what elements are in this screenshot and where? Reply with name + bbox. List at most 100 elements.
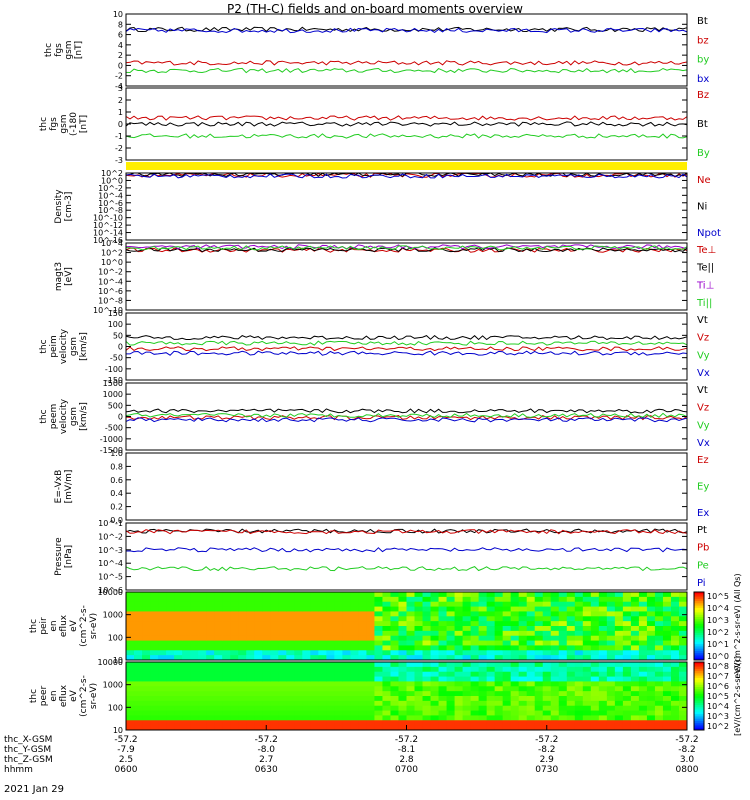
- spectrogram-cell: [470, 696, 480, 702]
- y-tick-label: 1000: [103, 390, 123, 399]
- spectrogram-cell: [326, 715, 335, 721]
- spectrogram-cell: [494, 655, 504, 661]
- spectrogram-cell: [606, 662, 616, 668]
- spectrogram-cell: [318, 650, 327, 656]
- spectrogram-cell: [446, 700, 456, 707]
- y-axis-label: [nT]: [74, 41, 84, 59]
- legend-pe: Pe: [697, 560, 709, 571]
- legend-bt: Bt: [697, 119, 708, 130]
- spectrogram-cell: [126, 676, 135, 682]
- spectrogram-cell: [334, 630, 343, 637]
- spectrogram-cell: [590, 671, 600, 678]
- spectrogram-cell: [398, 691, 407, 697]
- y-tick-label: 0: [118, 61, 123, 70]
- spectrogram-cell: [294, 650, 303, 656]
- colorbar-cell: [694, 603, 704, 607]
- series-line-Vx: [126, 350, 688, 356]
- spectrogram-cell: [598, 592, 608, 598]
- spectrogram-cell: [222, 662, 231, 668]
- spectrogram-cell: [342, 630, 351, 637]
- spectrogram-cell: [366, 630, 375, 637]
- spectrogram-cell: [222, 671, 231, 678]
- spectrogram-cell: [670, 621, 680, 627]
- spectrogram-cell: [502, 616, 512, 622]
- colorbar-tick-label: 10^4: [707, 604, 729, 613]
- spectrogram-cell: [126, 696, 135, 702]
- spectrogram-cell: [582, 662, 592, 668]
- spectrogram-cell: [638, 715, 648, 721]
- spectrogram-cell: [222, 596, 231, 603]
- y-axis-label: eflux: [59, 684, 69, 707]
- spectrogram-cell: [150, 630, 159, 637]
- y-tick-label: 50: [113, 331, 123, 340]
- spectrogram-cell: [494, 720, 504, 726]
- legend-vt: Vt: [697, 385, 708, 396]
- spectrogram-cell: [422, 626, 432, 632]
- spectrogram-cell: [438, 630, 448, 637]
- y-axis-label: thc: [44, 43, 54, 57]
- spectrogram-cell: [430, 655, 440, 661]
- y-tick-label: 0.4: [110, 489, 123, 498]
- spectrogram-cell: [558, 650, 568, 656]
- spectrogram-cell: [382, 592, 391, 598]
- spectrogram-cell: [174, 616, 183, 622]
- spectrogram-cell: [606, 696, 616, 702]
- spectrogram-cell: [302, 662, 311, 668]
- spectrogram-cell: [302, 696, 311, 702]
- spectrogram-cell: [454, 601, 464, 608]
- spectrogram-cell: [230, 671, 239, 678]
- spectrogram-cell: [422, 671, 432, 678]
- spectrogram-cell: [174, 715, 183, 721]
- spectrogram-cell: [190, 626, 199, 632]
- spectrogram-cell: [278, 666, 287, 673]
- colorbar-cell: [694, 671, 704, 674]
- spectrogram-cell: [358, 596, 367, 603]
- y-tick-label: -2: [115, 144, 123, 153]
- spectrogram-cell: [198, 676, 207, 682]
- spectrogram-cell: [206, 691, 215, 697]
- spectrogram-cell: [222, 630, 231, 637]
- spectrogram-cell: [278, 715, 287, 721]
- spectrogram-cell: [678, 606, 688, 612]
- spectrogram-cell: [662, 662, 672, 668]
- spectrogram-cell: [190, 671, 199, 678]
- spectrogram-cell: [478, 671, 488, 678]
- spectrogram-cell: [382, 681, 391, 687]
- spectrogram-cell: [558, 640, 568, 646]
- spectrogram-cell: [606, 592, 616, 598]
- spectrogram-cell: [334, 626, 343, 632]
- spectrogram-cell: [358, 635, 367, 642]
- spectrogram-cell: [278, 592, 287, 598]
- spectrogram-cell: [350, 705, 359, 712]
- spectrogram-cell: [566, 686, 576, 692]
- spectrogram-cell: [230, 596, 239, 603]
- y-tick-label: 4: [118, 41, 123, 50]
- spectrogram-cell: [638, 686, 648, 692]
- spectrogram-cell: [326, 645, 335, 651]
- spectrogram-cell: [406, 621, 416, 627]
- spectrogram-cell: [262, 710, 271, 716]
- spectrogram-cell: [510, 671, 520, 678]
- spectrogram-cell: [542, 671, 552, 678]
- spectrogram-cell: [350, 686, 359, 692]
- spectrogram-cell: [574, 592, 584, 598]
- spectrogram-cell: [654, 626, 664, 632]
- spectrogram-cell: [150, 696, 159, 702]
- spectrogram-cell: [334, 681, 343, 687]
- spectrogram-cell: [518, 725, 528, 731]
- spectrogram-cell: [582, 606, 592, 612]
- spectrogram-cell: [422, 635, 432, 642]
- spectrogram-cell: [222, 666, 231, 673]
- spectrogram-cell: [222, 676, 231, 682]
- spectrogram-cell: [662, 725, 672, 731]
- spectrogram-cell: [438, 700, 448, 707]
- spectrogram-cell: [294, 666, 303, 673]
- spectrogram-cell: [478, 630, 488, 637]
- series-line-Pi: [125, 547, 688, 553]
- spectrogram-cell: [286, 606, 295, 612]
- spectrogram-cell: [542, 616, 552, 622]
- spectrogram-cell: [622, 611, 632, 617]
- spectrogram-cell: [542, 676, 552, 682]
- spectrogram-cell: [334, 686, 343, 692]
- spectrogram-cell: [174, 630, 183, 637]
